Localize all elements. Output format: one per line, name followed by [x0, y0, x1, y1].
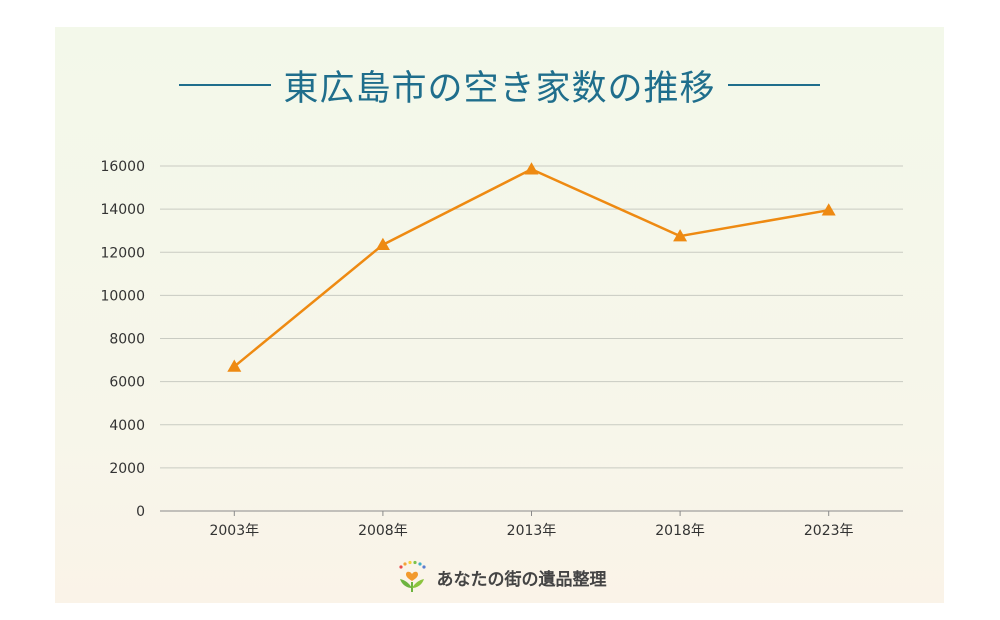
- series-layer: [227, 162, 836, 372]
- x-tick-label: 2023年: [804, 523, 854, 539]
- chart-title: 東広島市の空き家数の推移: [283, 68, 716, 109]
- x-tick-label: 2013年: [507, 523, 557, 539]
- data-point-marker: [821, 203, 836, 216]
- y-tick-label: 8000: [109, 332, 145, 348]
- y-tick-label: 0: [136, 504, 145, 520]
- data-point-marker: [673, 229, 688, 242]
- x-tick-label: 2003年: [209, 523, 259, 539]
- grid-lines: [160, 165, 903, 512]
- series-line: [233, 167, 829, 368]
- title-row: 東広島市の空き家数の推移: [55, 55, 944, 115]
- x-tick-label: 2018年: [655, 523, 705, 539]
- brand-logo: あなたの街の遺品整理: [55, 559, 944, 595]
- y-axis: 0 2000 4000 6000 8000 10000 12000 14000 16000: [100, 159, 145, 520]
- x-axis: 2003年 2008年 2013年 2018年 2023年: [209, 511, 854, 539]
- y-tick-label: 6000: [109, 375, 145, 391]
- y-tick-label: 14000: [100, 202, 145, 218]
- heart-sprout-icon: [398, 560, 426, 592]
- data-point-marker: [524, 162, 539, 175]
- data-point-marker: [375, 237, 390, 250]
- title-rule-left: [179, 84, 272, 86]
- line-chart: 0 2000 4000 6000 8000 10000 12000 14000 16000 20…: [100, 159, 903, 539]
- y-tick-label: 4000: [109, 418, 145, 434]
- title-rule-right: [727, 84, 820, 86]
- y-tick-label: 16000: [100, 159, 145, 175]
- brand-name: あなたの街の遺品整理: [436, 569, 607, 590]
- y-tick-label: 10000: [100, 288, 145, 304]
- y-tick-label: 12000: [100, 245, 145, 261]
- chart-card: 東広島市の空き家数の推移 0 2000 4000 6000 8000 10000 12000…: [55, 27, 944, 603]
- y-tick-label: 2000: [109, 461, 145, 477]
- data-point-marker: [227, 359, 242, 372]
- x-tick-label: 2008年: [358, 523, 408, 539]
